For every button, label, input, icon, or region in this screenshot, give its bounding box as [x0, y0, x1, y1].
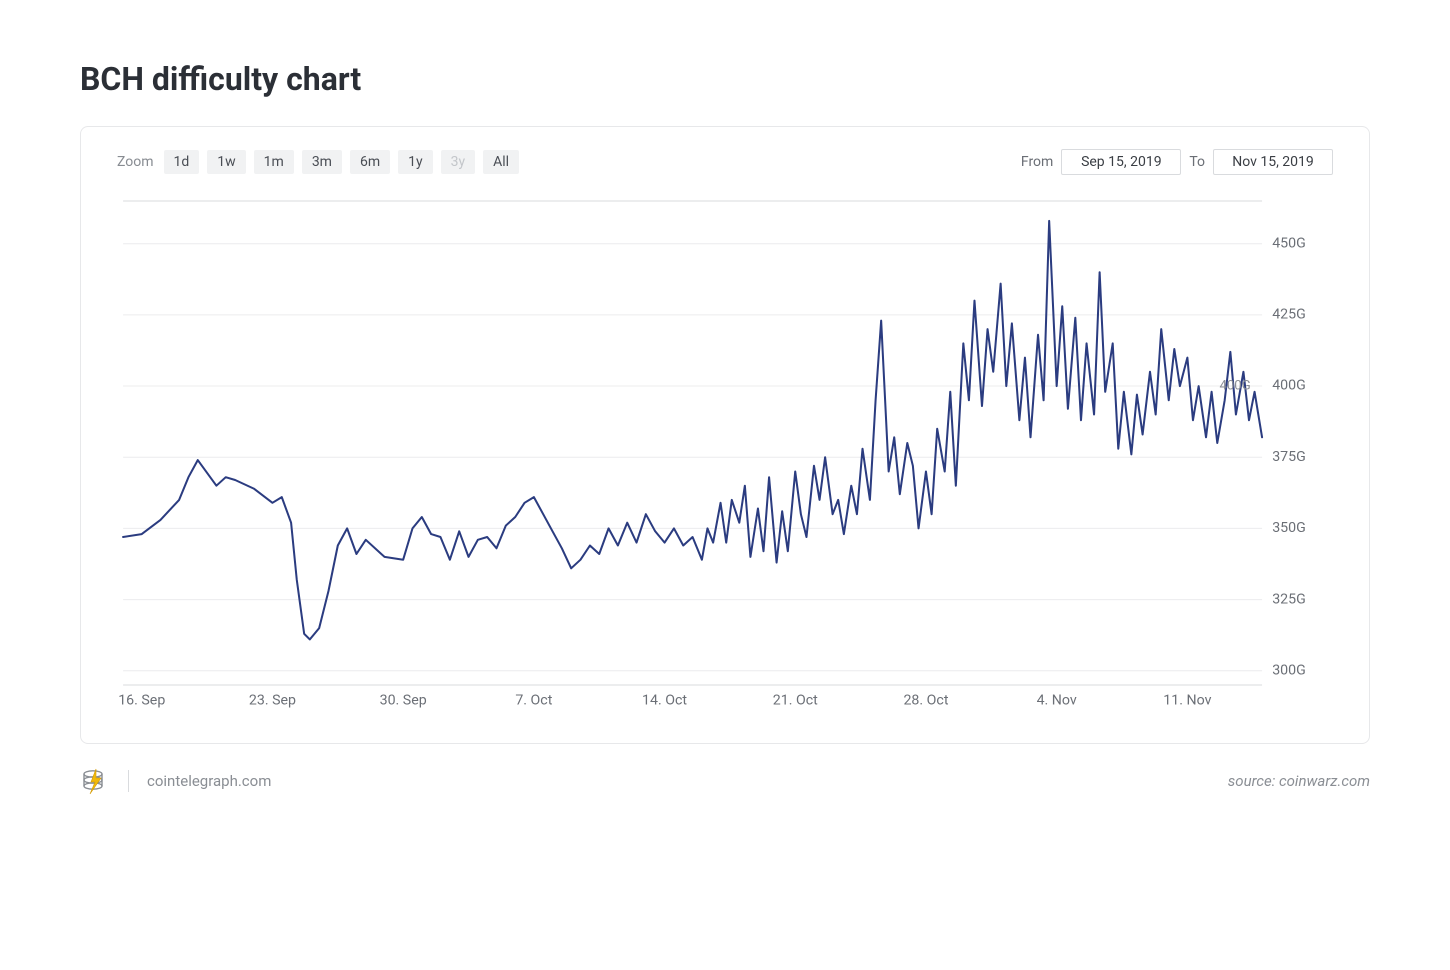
footer-divider	[128, 770, 129, 792]
page-root: BCH difficulty chart Zoom 1d 1w 1m 3m 6m 1y 3y…	[0, 0, 1450, 816]
zoom-button-1m[interactable]: 1m	[254, 150, 294, 174]
zoom-button-3y: 3y	[441, 150, 476, 174]
to-date-input[interactable]: Nov 15, 2019	[1213, 149, 1333, 175]
zoom-button-1w[interactable]: 1w	[207, 150, 245, 174]
zoom-button-3m[interactable]: 3m	[302, 150, 342, 174]
to-label: To	[1189, 154, 1205, 170]
footer-source-text: source: coinwarz.com	[1228, 772, 1370, 790]
svg-text:425G: 425G	[1272, 307, 1306, 323]
chart-card: Zoom 1d 1w 1m 3m 6m 1y 3y All From Sep 15, 2019…	[80, 126, 1370, 744]
svg-text:21. Oct: 21. Oct	[773, 693, 818, 709]
svg-text:450G: 450G	[1272, 235, 1306, 251]
zoom-label: Zoom	[117, 154, 154, 170]
page-title: BCH difficulty chart	[80, 60, 1370, 98]
chart-area: 300G 325G 350G 375G 400G 425G 450G 16. Sep 23. S…	[117, 185, 1333, 725]
from-label: From	[1021, 154, 1053, 170]
svg-text:350G: 350G	[1272, 520, 1306, 536]
svg-text:375G: 375G	[1272, 449, 1306, 465]
svg-text:325G: 325G	[1272, 591, 1306, 607]
svg-text:11. Nov: 11. Nov	[1163, 693, 1211, 709]
svg-text:300G: 300G	[1272, 663, 1306, 679]
zoom-button-1d[interactable]: 1d	[164, 150, 200, 174]
zoom-button-1y[interactable]: 1y	[398, 150, 433, 174]
svg-text:14. Oct: 14. Oct	[642, 693, 687, 709]
zoom-button-6m[interactable]: 6m	[350, 150, 390, 174]
svg-text:23. Sep: 23. Sep	[249, 693, 296, 709]
footer-brand-text: cointelegraph.com	[147, 772, 271, 790]
date-range-controls: From Sep 15, 2019 To Nov 15, 2019	[1021, 149, 1333, 175]
svg-text:16. Sep: 16. Sep	[118, 693, 165, 709]
chart-controls: Zoom 1d 1w 1m 3m 6m 1y 3y All From Sep 15, 2019…	[117, 149, 1333, 175]
svg-text:7. Oct: 7. Oct	[515, 693, 552, 709]
line-chart-svg: 300G 325G 350G 375G 400G 425G 450G 16. Sep 23. S…	[117, 185, 1333, 725]
zoom-controls: Zoom 1d 1w 1m 3m 6m 1y 3y All	[117, 150, 519, 174]
footer: cointelegraph.com source: coinwarz.com	[80, 766, 1370, 796]
svg-text:400G: 400G	[1220, 379, 1251, 394]
svg-text:400G: 400G	[1272, 378, 1306, 394]
from-date-input[interactable]: Sep 15, 2019	[1061, 149, 1181, 175]
footer-brand-group: cointelegraph.com	[80, 766, 271, 796]
svg-text:4. Nov: 4. Nov	[1037, 693, 1077, 709]
svg-text:30. Sep: 30. Sep	[380, 693, 427, 709]
cointelegraph-logo-icon	[80, 766, 110, 796]
svg-text:28. Oct: 28. Oct	[903, 693, 948, 709]
zoom-button-All[interactable]: All	[483, 150, 519, 174]
